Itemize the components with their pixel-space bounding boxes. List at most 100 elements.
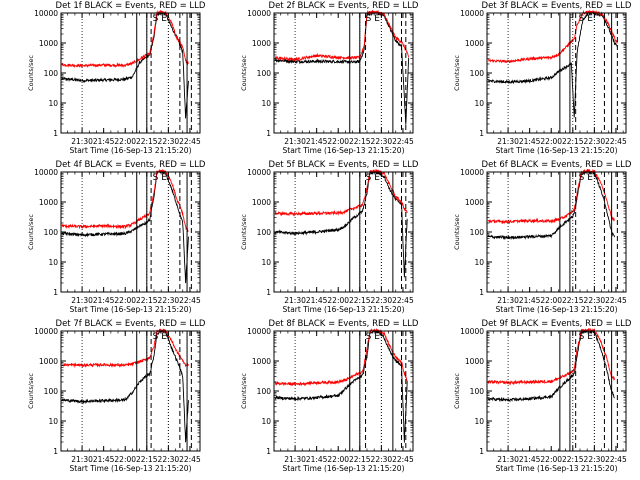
panel-det-8: Det 8f BLACK = Events, RED = LLD S E 1 10 100… (240, 319, 419, 473)
y-tick-label: 1000 (465, 39, 484, 48)
y-axis-label: Counts/sec (27, 373, 35, 409)
x-tick-label: 22:15 (136, 137, 158, 146)
x-axis-label: Start Time (16-Sep-13 21:15:20) (496, 146, 618, 155)
panel-title: Det 8f BLACK = Events, RED = LLD (269, 319, 419, 329)
y-tick-label: 1 (266, 447, 271, 456)
x-axis-label: Start Time (16-Sep-13 21:15:20) (283, 305, 405, 314)
x-tick-label: 21:30 (71, 296, 93, 305)
x-tick-label: 22:00 (114, 296, 136, 305)
y-tick-label: 100 (44, 69, 59, 78)
marker-label-e: E (374, 173, 380, 183)
x-tick-label: 22:30 (584, 137, 606, 146)
y-tick-label: 1 (479, 447, 484, 456)
y-tick-label: 10000 (247, 327, 271, 336)
y-tick-label: 1 (479, 129, 484, 138)
panel-title: Det 2f BLACK = Events, RED = LLD (269, 1, 419, 11)
x-tick-label: 21:45 (306, 455, 328, 464)
y-axis-label: Counts/sec (27, 214, 35, 250)
y-tick-label: 10 (48, 417, 58, 426)
x-tick-label: 22:00 (540, 296, 562, 305)
x-tick-label: 22:45 (392, 137, 414, 146)
marker-label-e: E (161, 332, 167, 342)
y-axis-label: Counts/sec (240, 214, 248, 250)
marker-label-e: E (161, 14, 167, 24)
x-tick-label: 21:45 (306, 296, 328, 305)
x-tick-label: 22:30 (158, 137, 180, 146)
x-axis-label: Start Time (16-Sep-13 21:15:20) (496, 305, 618, 314)
x-tick-label: 22:30 (371, 137, 393, 146)
x-tick-label: 22:45 (392, 455, 414, 464)
x-tick-label: 22:15 (349, 296, 371, 305)
panel-det-3: Det 3f BLACK = Events, RED = LLD F S E 1 10 10… (453, 1, 632, 155)
x-tick-label: 21:30 (71, 137, 93, 146)
y-tick-label: 10 (48, 258, 58, 267)
y-tick-label: 100 (257, 387, 272, 396)
series-line-events (61, 10, 189, 119)
y-tick-label: 10000 (460, 9, 484, 18)
x-tick-label: 21:45 (93, 296, 115, 305)
x-tick-label: 22:45 (605, 137, 627, 146)
series-line-events (487, 10, 618, 118)
y-tick-label: 1 (53, 129, 58, 138)
y-tick-label: 10 (261, 99, 271, 108)
x-tick-label: 21:30 (497, 296, 519, 305)
series-line-lld (274, 328, 408, 387)
x-tick-label: 22:45 (392, 296, 414, 305)
y-tick-label: 1 (53, 288, 58, 297)
y-tick-label: 1 (53, 447, 58, 456)
marker-label-e: E (587, 14, 593, 24)
series-line-events (274, 169, 408, 278)
x-axis-label: Start Time (16-Sep-13 21:15:20) (70, 305, 192, 314)
panel-det-7: Det 7f BLACK = Events, RED = LLD S E 1 10 100… (27, 319, 206, 473)
marker-label-e: E (587, 332, 593, 342)
x-tick-label: 22:45 (179, 137, 201, 146)
marker-label-e: E (587, 173, 593, 183)
y-tick-label: 10000 (460, 168, 484, 177)
series-line-events (487, 169, 615, 241)
y-tick-label: 100 (470, 69, 485, 78)
y-tick-label: 1 (266, 129, 271, 138)
series-line-lld (61, 328, 189, 369)
y-tick-label: 10000 (34, 9, 58, 18)
y-tick-label: 10000 (34, 168, 58, 177)
x-axis-label: Start Time (16-Sep-13 21:15:20) (283, 464, 405, 473)
x-tick-label: 22:30 (584, 296, 606, 305)
panel-title: Det 3f BLACK = Events, RED = LLD (482, 1, 632, 11)
y-tick-label: 10 (474, 258, 484, 267)
x-tick-label: 22:00 (327, 455, 349, 464)
x-tick-label: 21:45 (93, 137, 115, 146)
panel-det-9: Det 9f BLACK = Events, RED = LLD S E 1 10 100… (453, 319, 632, 473)
marker-label-s: S (366, 332, 372, 342)
x-tick-label: 22:00 (114, 455, 136, 464)
panel-title: Det 1f BLACK = Events, RED = LLD (56, 1, 206, 11)
x-tick-label: 21:30 (71, 455, 93, 464)
panel-det-6: Det 6f BLACK = Events, RED = LLD S E 1 10 100… (453, 160, 632, 314)
series-line-lld (487, 169, 615, 225)
x-tick-label: 22:00 (540, 455, 562, 464)
y-tick-label: 1000 (252, 357, 271, 366)
x-tick-label: 22:30 (371, 296, 393, 305)
x-tick-label: 21:45 (519, 137, 541, 146)
x-tick-label: 21:45 (93, 455, 115, 464)
x-tick-label: 22:00 (114, 137, 136, 146)
x-tick-label: 22:15 (136, 455, 158, 464)
x-tick-label: 22:15 (562, 137, 584, 146)
x-tick-label: 21:30 (284, 296, 306, 305)
y-axis-label: Counts/sec (453, 55, 461, 91)
x-tick-label: 22:15 (562, 455, 584, 464)
marker-label-e: E (161, 173, 167, 183)
y-tick-label: 10 (261, 258, 271, 267)
panel-title: Det 4f BLACK = Events, RED = LLD (56, 160, 206, 170)
marker-label-s: S (153, 14, 159, 24)
panel-det-5: Det 5f BLACK = Events, RED = LLD S E 1 10 100… (240, 160, 419, 314)
y-tick-label: 10000 (460, 327, 484, 336)
y-tick-label: 100 (470, 387, 485, 396)
x-tick-label: 22:15 (349, 137, 371, 146)
marker-label-s: S (579, 173, 585, 183)
x-tick-label: 21:30 (284, 137, 306, 146)
marker-label-s: S (366, 173, 372, 183)
x-tick-label: 22:30 (584, 455, 606, 464)
series-line-events (487, 329, 615, 403)
series-line-lld (61, 169, 189, 233)
